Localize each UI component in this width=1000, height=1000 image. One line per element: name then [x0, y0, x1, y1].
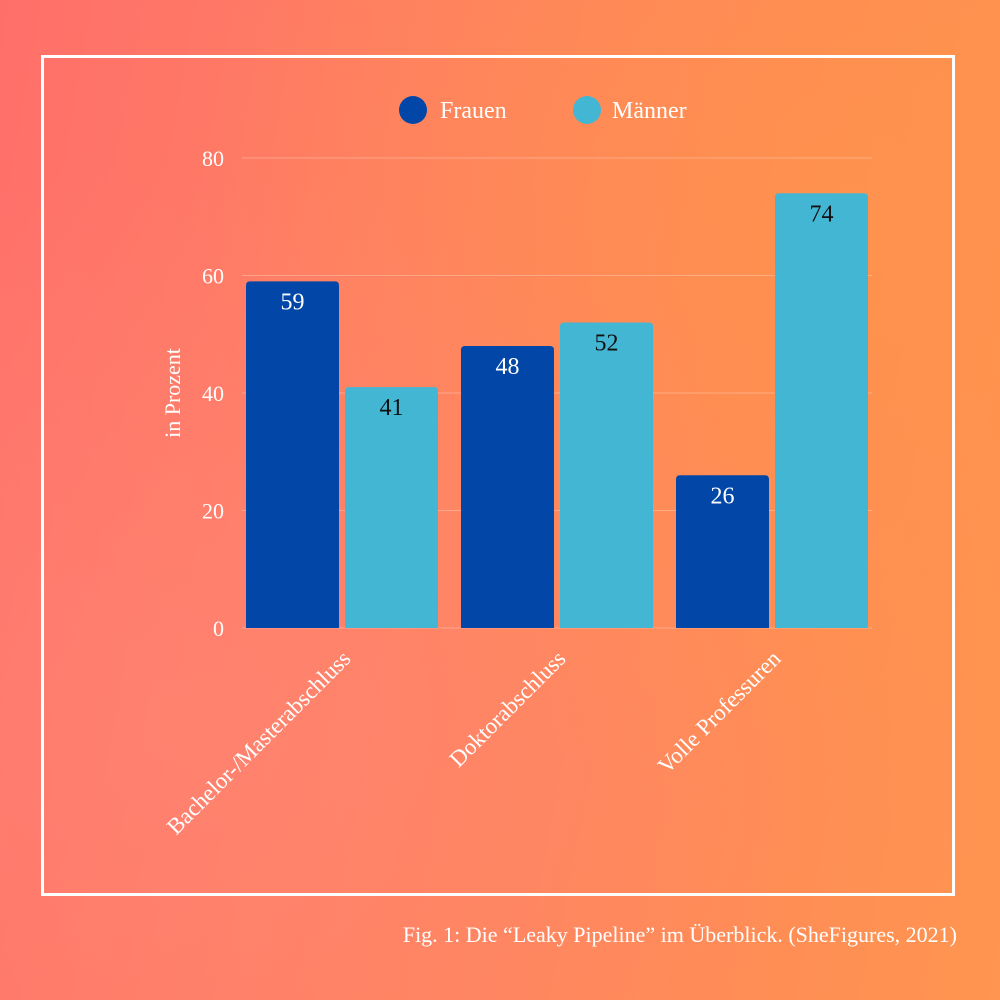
y-axis-ticks: 0 20 40 60 80: [202, 146, 224, 641]
value-label-maenner-2: 74: [810, 201, 834, 227]
bar-frauen-1: [461, 346, 554, 628]
bar-maenner-2: [775, 193, 868, 628]
bar-maenner-1: [560, 322, 653, 628]
legend: Frauen Männer: [399, 96, 687, 124]
bar-frauen-2: [676, 475, 769, 628]
x-category-label-2: Volle Professuren: [653, 646, 786, 779]
y-tick-label-20: 20: [202, 499, 224, 524]
value-label-frauen-2: 26: [711, 483, 735, 509]
legend-label-frauen: Frauen: [440, 98, 507, 124]
bar-frauen-0: [246, 281, 339, 628]
legend-swatch-frauen: [399, 96, 427, 124]
x-category-label-1: Doktorabschluss: [444, 646, 570, 772]
value-label-frauen-1: 48: [496, 354, 520, 380]
y-tick-label-80: 80: [202, 146, 224, 171]
chart-frame: [41, 55, 955, 896]
legend-swatch-maenner: [573, 96, 601, 124]
figure-caption: Fig. 1: Die “Leaky Pipeline” im Überblic…: [402, 922, 957, 947]
y-tick-label-40: 40: [202, 381, 224, 406]
value-label-maenner-0: 41: [380, 395, 404, 421]
x-axis-categories: Bachelor-/Masterabschluss Doktorabschluss…: [162, 646, 786, 840]
legend-label-maenner: Männer: [612, 98, 687, 124]
bars: 59 41 48 52 26 74: [246, 193, 868, 628]
value-label-maenner-1: 52: [595, 331, 619, 357]
x-category-label-0: Bachelor-/Masterabschluss: [162, 646, 356, 840]
y-tick-label-60: 60: [202, 264, 224, 289]
y-axis-label: in Prozent: [160, 348, 185, 438]
y-tick-label-0: 0: [213, 616, 224, 641]
value-label-frauen-0: 59: [281, 289, 305, 315]
bar-maenner-0: [345, 387, 438, 628]
